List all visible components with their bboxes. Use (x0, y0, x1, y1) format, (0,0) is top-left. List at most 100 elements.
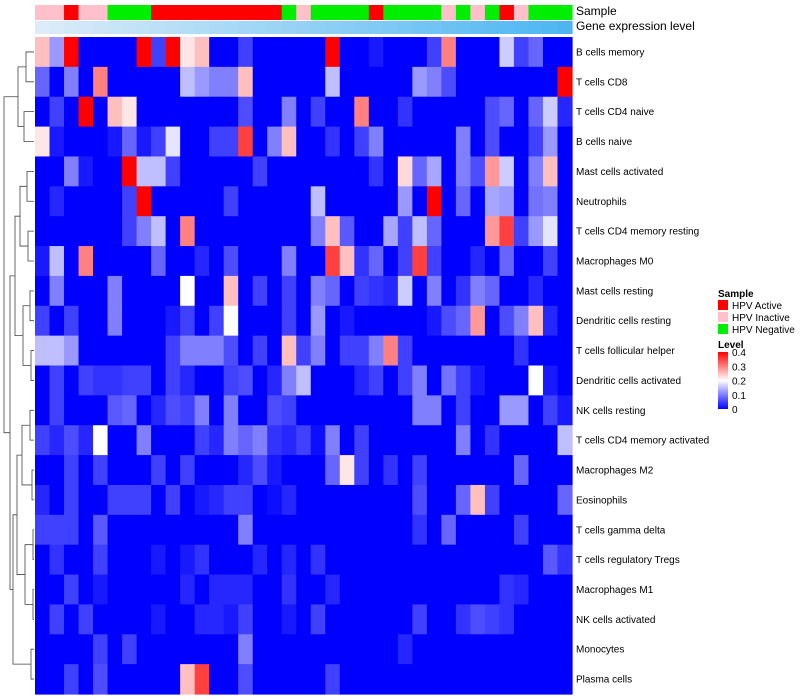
heatmap-cell (383, 604, 399, 635)
heatmap-cell (209, 544, 225, 576)
heatmap-cell (513, 484, 530, 516)
heatmap-cell (484, 305, 501, 337)
heatmap-cell (223, 455, 239, 486)
heatmap-cell (455, 664, 472, 695)
heatmap-cell (397, 156, 413, 187)
heatmap-cell (223, 126, 239, 158)
heatmap-cell (528, 395, 544, 426)
heatmap-cell (368, 484, 384, 516)
heatmap-cell (281, 96, 297, 128)
sample-annotation-cell (455, 5, 472, 20)
heatmap-cell (180, 96, 196, 128)
heatmap-cell (64, 514, 80, 546)
heatmap-cell (441, 425, 457, 456)
heatmap-cell (49, 365, 65, 396)
heatmap-cell (223, 634, 239, 665)
heatmap-cell (339, 305, 355, 337)
heatmap-cell (368, 365, 384, 396)
heatmap-cell (223, 574, 239, 606)
heatmap-cell (107, 455, 123, 486)
heatmap-cell (165, 634, 181, 665)
annotation-label-gene-expression: Gene expression level (576, 19, 695, 33)
heatmap-cell (296, 305, 312, 337)
heatmap-cell (281, 484, 297, 516)
sample-annotation-cell (339, 5, 355, 20)
dendrogram-branch (21, 424, 32, 486)
heatmap-cell (49, 37, 65, 68)
heatmap-cell (281, 275, 297, 307)
heatmap-cell (151, 484, 167, 516)
heatmap-cell (557, 455, 573, 486)
sample-annotation-cell (557, 5, 573, 20)
heatmap-cell (513, 275, 530, 307)
heatmap-cell (383, 126, 399, 158)
heatmap-cell (470, 216, 486, 247)
heatmap-cell (194, 395, 210, 426)
legend-swatch (718, 324, 728, 334)
heatmap-cell (557, 66, 573, 98)
heatmap-cell (194, 216, 210, 247)
heatmap-cell (78, 365, 94, 396)
heatmap-cell (180, 574, 196, 606)
dendrogram-branch (29, 409, 34, 441)
heatmap-cell (64, 395, 80, 426)
heatmap-cell (296, 365, 312, 396)
heatmap-cell (122, 216, 138, 247)
heatmap-cell (194, 604, 210, 635)
heatmap-cell (64, 66, 80, 98)
heatmap-cell (455, 514, 472, 546)
heatmap-cell (296, 664, 312, 695)
heatmap-cell (513, 544, 530, 576)
heatmap-cell (122, 425, 138, 456)
gene-expression-annotation-cell (238, 21, 254, 34)
heatmap-cell (528, 634, 544, 665)
heatmap-cell (209, 335, 225, 367)
heatmap-cell (78, 156, 94, 187)
dendrogram-branch (25, 51, 34, 83)
heatmap-cell (107, 484, 123, 516)
gene-expression-annotation-cell (310, 21, 326, 34)
heatmap-cell (499, 395, 515, 426)
heatmap-cell (499, 37, 515, 68)
heatmap-cell (383, 395, 399, 426)
heatmap-cell (281, 66, 297, 98)
heatmap-cell (93, 365, 109, 396)
heatmap-cell (383, 305, 399, 337)
heatmap-cell (499, 455, 515, 486)
gene-expression-annotation-cell (122, 21, 138, 34)
heatmap-cell (397, 246, 413, 277)
heatmap-cell (542, 484, 559, 516)
heatmap-cell (267, 275, 283, 307)
heatmap-cell (542, 305, 559, 337)
heatmap-cell (49, 96, 65, 128)
heatmap-cell (368, 126, 384, 158)
heatmap-cell (310, 126, 326, 158)
sample-annotation-cell (49, 5, 65, 20)
heatmap-cell (35, 335, 51, 367)
heatmap-cell (136, 186, 152, 217)
heatmap-cell (209, 484, 225, 516)
heatmap-cell (383, 634, 399, 665)
heatmap-cell (93, 335, 109, 367)
heatmap-cell (397, 335, 413, 367)
heatmap-cell (354, 305, 370, 337)
heatmap-cell (252, 574, 268, 606)
heatmap-cell (194, 664, 210, 695)
heatmap-cell (383, 664, 399, 695)
sample-annotation-cell (238, 5, 254, 20)
heatmap-cell (528, 96, 544, 128)
heatmap-cell (354, 335, 370, 367)
sample-annotation-cell (542, 5, 559, 20)
row-label: T cells CD4 naive (576, 107, 655, 118)
heatmap-cell (325, 156, 341, 187)
gene-expression-annotation-cell (180, 21, 196, 34)
heatmap-cell (354, 66, 370, 98)
row-label: T cells regulatory Tregs (576, 555, 680, 566)
heatmap-cell (238, 425, 254, 456)
heatmap-cell (194, 275, 210, 307)
heatmap-cell (412, 664, 428, 695)
heatmap-cell (513, 156, 530, 187)
heatmap-cell (470, 305, 486, 337)
row-labels: B cells memory T cells CD8 T cells CD4 nai… (576, 47, 709, 685)
heatmap-cell (542, 544, 559, 576)
